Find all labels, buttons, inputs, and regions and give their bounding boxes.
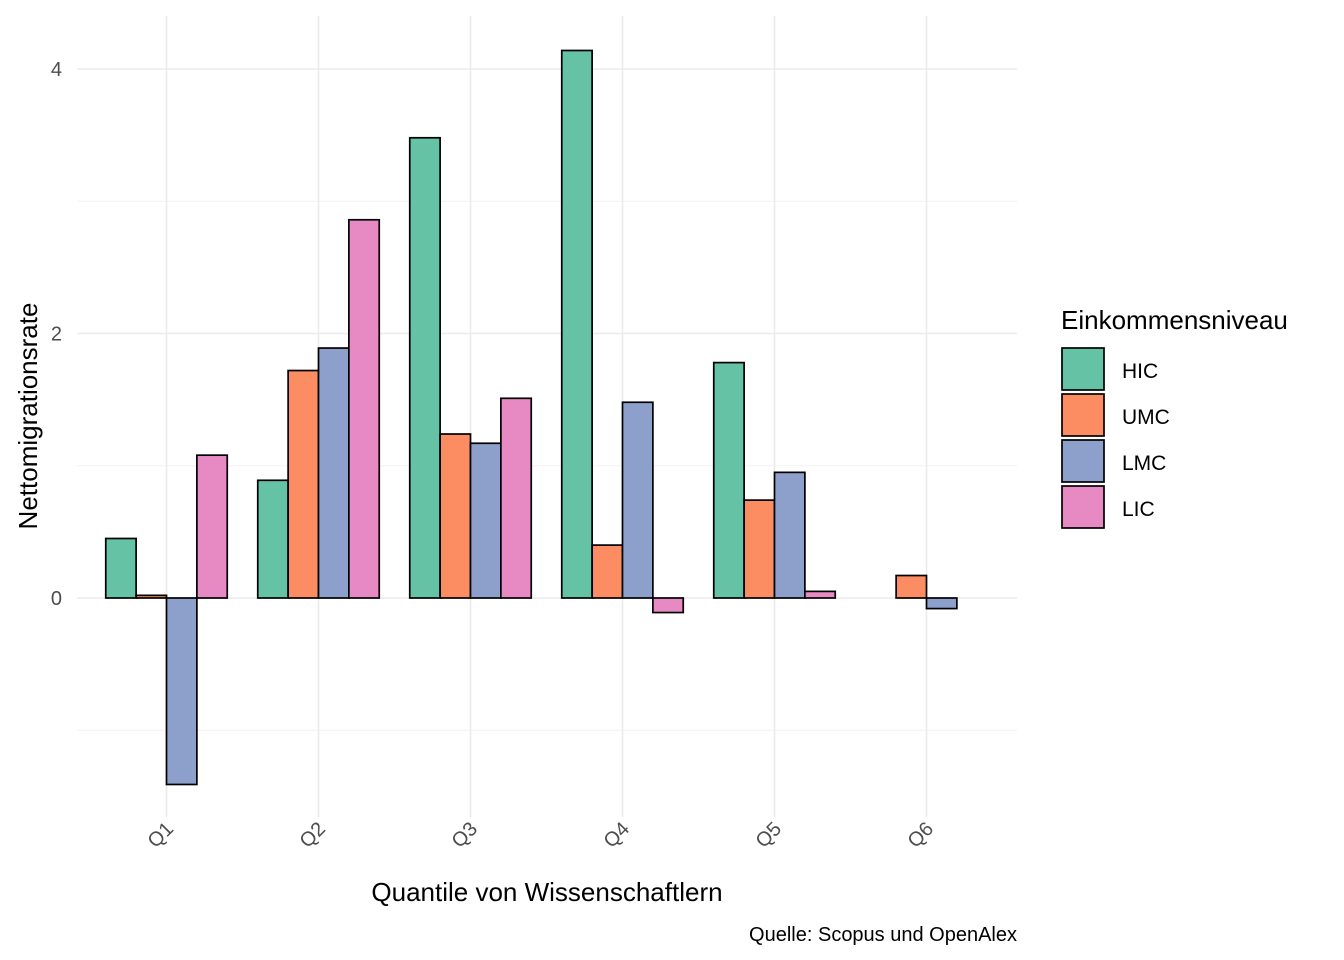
bar-hic-q2 <box>256 479 289 599</box>
bar-umc-q2 <box>287 369 320 599</box>
x-tick-label: Q3 <box>448 818 482 852</box>
bar-umc-q3 <box>439 433 472 599</box>
bar-lmc-q2 <box>317 347 350 599</box>
y-axis-ticks: 0 2 4 <box>51 59 62 610</box>
y-axis-title: Nettomigrationsrate <box>13 303 43 530</box>
legend-item-hic: HIC <box>1061 347 1158 391</box>
bar-lic-q5 <box>804 590 837 599</box>
bar-hic-q4 <box>560 49 593 599</box>
bar-hic-q3 <box>408 136 441 599</box>
bar-umc-q5 <box>743 499 776 599</box>
x-tick-label: Q2 <box>296 818 330 852</box>
y-tick-label: 4 <box>51 59 62 81</box>
x-axis-ticks: Q1 Q2 Q3 Q4 Q5 Q6 <box>144 818 938 852</box>
x-tick-label: Q6 <box>904 818 938 852</box>
bar-lmc-q5 <box>773 471 806 599</box>
bar-lic-q4 <box>652 597 685 614</box>
bar-lmc-q6 <box>925 597 958 610</box>
legend-item-lmc: LMC <box>1061 439 1166 483</box>
legend-swatch <box>1061 393 1105 437</box>
legend-swatch <box>1061 347 1105 391</box>
bars <box>104 49 958 786</box>
legend-label: HIC <box>1122 360 1158 383</box>
x-tick-label: Q1 <box>144 818 178 852</box>
legend-item-lic: LIC <box>1061 485 1155 529</box>
bar-lic-q2 <box>348 218 381 599</box>
bar-lmc-q4 <box>621 401 654 599</box>
legend-label: LMC <box>1122 452 1166 475</box>
bar-umc-q4 <box>591 544 624 599</box>
x-tick-label: Q4 <box>600 818 634 852</box>
legend: Einkommensniveau HIC UMC LMC LIC <box>1061 305 1288 529</box>
legend-swatch <box>1061 439 1105 483</box>
grid-lines <box>77 16 1017 817</box>
x-tick-label: Q5 <box>752 818 786 852</box>
bar-umc-q1 <box>135 594 168 599</box>
bar-hic-q5 <box>712 361 745 599</box>
bar-hic-q1 <box>104 537 137 599</box>
bar-lic-q3 <box>500 397 533 599</box>
bar-lmc-q1 <box>165 597 198 786</box>
x-axis-title: Quantile von Wissenschaftlern <box>371 877 722 907</box>
legend-label: UMC <box>1122 406 1170 429</box>
legend-item-umc: UMC <box>1061 393 1170 437</box>
y-tick-label: 0 <box>51 588 62 610</box>
bar-lmc-q3 <box>469 442 502 599</box>
legend-title: Einkommensniveau <box>1061 305 1288 335</box>
y-tick-label: 2 <box>51 324 62 346</box>
bar-lic-q1 <box>196 454 229 599</box>
legend-swatch <box>1061 485 1105 529</box>
legend-label: LIC <box>1122 498 1155 521</box>
chart-caption: Quelle: Scopus und OpenAlex <box>749 924 1017 946</box>
bar-umc-q6 <box>895 574 928 599</box>
